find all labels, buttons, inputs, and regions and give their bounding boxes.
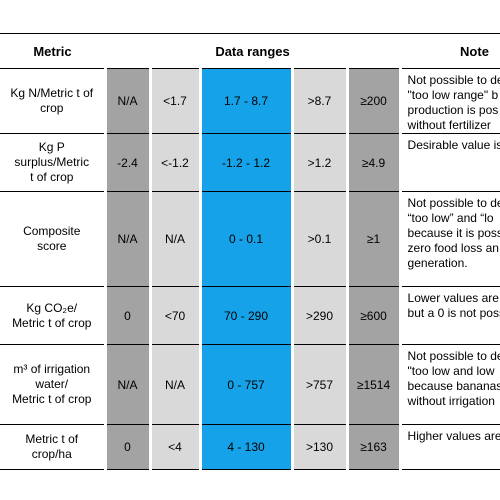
range-cell: 0 — [103, 424, 150, 470]
range-cell: N/A — [103, 344, 150, 425]
note-line: "too low range" b — [407, 88, 499, 102]
range-cell: 70 - 290 — [198, 286, 292, 345]
range-cell: >290 — [290, 286, 347, 345]
notes-cell: Lower values are but a 0 is not poss — [398, 286, 500, 345]
metric-cell: Composite score — [0, 192, 105, 287]
metric-cell: Kg N/Metric t of crop — [0, 69, 105, 134]
metric-cell: m³ of irrigation water/Metric t of crop — [0, 345, 105, 425]
table-row: Kg CO₂e/Metric t of crop 0 <70 70 - 290 >290… — [0, 286, 500, 345]
note-line: Not possible to de — [407, 196, 500, 210]
note-line: because it is poss — [407, 226, 500, 240]
range-cell: >0.1 — [290, 191, 347, 287]
metric-line: Metric t of crop — [12, 315, 92, 330]
note-line: zero food loss an — [407, 241, 499, 255]
range-cell: -2.4 — [103, 133, 150, 192]
range-cell: N/A — [103, 68, 150, 134]
metric-line: crop — [40, 101, 64, 115]
range-cell: >1.2 — [290, 133, 347, 192]
header-cell: Metric — [33, 43, 72, 59]
range-cell: >130 — [290, 424, 347, 470]
range-cell: <4 — [148, 424, 200, 470]
header-cell: Data ranges — [215, 43, 290, 59]
range-cell: <1.7 — [148, 68, 200, 134]
metric-line: Kg N/Metric t of — [10, 86, 94, 100]
range-cell: 1.7 - 8.7 — [198, 68, 292, 134]
notes-cell: Not possible to de "too low and low becaus… — [398, 344, 500, 425]
table-row: m³ of irrigation water/Metric t of crop N/… — [0, 344, 500, 425]
range-cell: ≥4.9 — [345, 133, 401, 192]
range-cell: 0 - 757 — [198, 344, 292, 425]
range-cell: 0 — [103, 286, 150, 345]
note-line: because bananas — [407, 379, 500, 393]
data-table: Metric Data ranges Note Kg N/Metric t of… — [0, 33, 500, 470]
metric-line: score — [37, 239, 67, 253]
note-line: Lower values are — [407, 291, 499, 305]
range-cell: N/A — [148, 191, 200, 287]
range-cell: 4 - 130 — [198, 424, 292, 470]
range-cell: ≥200 — [345, 68, 401, 134]
range-cell: 0 - 0.1 — [198, 191, 292, 287]
note-line: Higher values are — [407, 429, 500, 443]
notes-cell: Not possible to de "too low range" b produ… — [398, 68, 500, 134]
range-cell: N/A — [103, 191, 150, 287]
note-line: production is pos — [407, 103, 499, 117]
note-line: “too low” and “lo — [407, 211, 494, 225]
notes-cell: Higher values are — [398, 424, 500, 470]
table-row: Metric t of crop/ha 0 <4 4 - 130 >130 ≥163 High… — [0, 424, 500, 470]
notes-cell: Not possible to de “too low” and “lo becau… — [398, 191, 500, 287]
metric-cell: Metric t of crop/ha — [0, 425, 105, 470]
note-line: "too low and low — [407, 364, 495, 378]
note-line: but a 0 is not poss — [407, 306, 500, 320]
range-cell: <70 — [148, 286, 200, 345]
range-cell: ≥1514 — [345, 344, 401, 425]
metric-line: water/ — [35, 377, 69, 391]
metric-line: Kg CO₂e/ — [26, 300, 78, 315]
metric-line: Composite — [23, 224, 81, 238]
range-cell: ≥1 — [345, 191, 401, 287]
metric-line: t of crop — [30, 170, 74, 184]
table-body: Kg N/Metric t of crop N/A <1.7 1.7 - 8.7 >8.7… — [0, 68, 500, 470]
range-cell: ≥163 — [345, 424, 401, 470]
header-row: Metric Data ranges Note — [0, 33, 500, 69]
note-line: Not possible to de — [407, 73, 500, 87]
header-cell: Note — [460, 43, 489, 59]
note-line: generation. — [407, 256, 468, 270]
range-cell: >8.7 — [290, 68, 347, 134]
metric-line: Metric t of crop — [12, 392, 92, 406]
metric-line: m³ of irrigation — [13, 362, 91, 376]
metric-line: Metric t of — [25, 432, 79, 446]
note-line: without irrigation — [407, 394, 495, 408]
metric-cell: Kg CO₂e/Metric t of crop — [0, 287, 105, 345]
note-line: Not possible to de — [407, 349, 500, 363]
notes-cell: Desirable value is — [398, 133, 500, 192]
range-cell: <-1.2 — [148, 133, 200, 192]
range-cell: ≥600 — [345, 286, 401, 345]
note-line: without fertilizer — [407, 118, 491, 132]
metric-line: crop/ha — [31, 447, 72, 461]
range-cell: N/A — [148, 344, 200, 425]
metric-line: surplus/Metric — [14, 155, 90, 169]
table-row: Kg N/Metric t of crop N/A <1.7 1.7 - 8.7 >8.7… — [0, 68, 500, 134]
range-cell: >757 — [290, 344, 347, 425]
range-cell: -1.2 - 1.2 — [198, 133, 292, 192]
note-line: Desirable value is — [407, 138, 500, 152]
metric-line: Kg P — [38, 140, 65, 154]
table-row: Composite score N/A N/A 0 - 0.1 >0.1 ≥1 Not pos… — [0, 191, 500, 287]
